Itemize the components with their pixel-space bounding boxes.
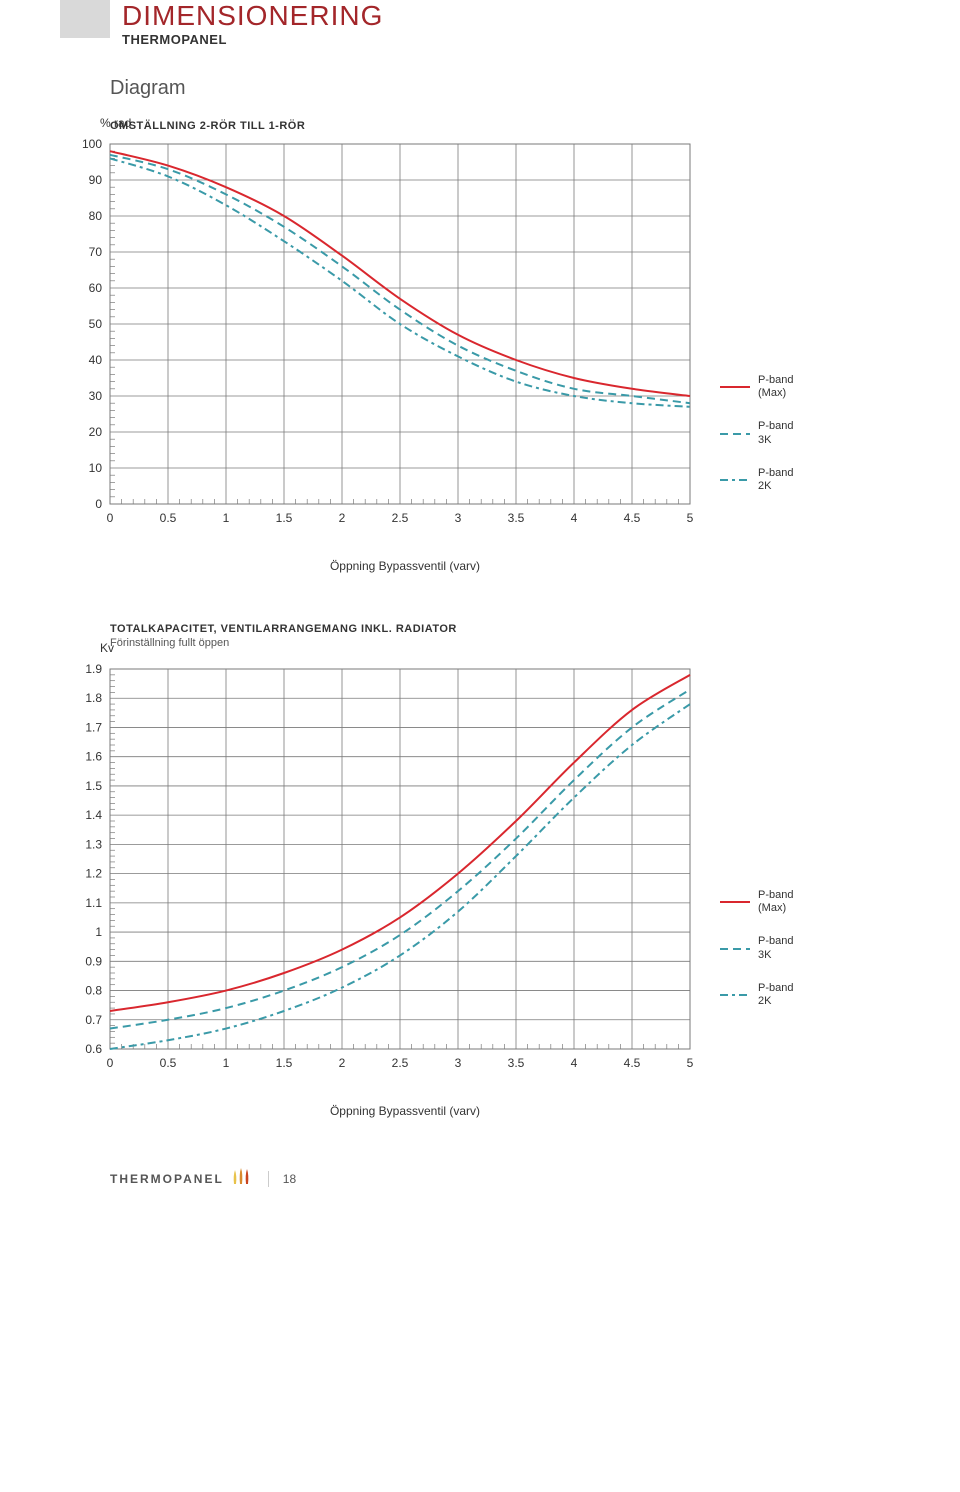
chart1-y-unit: % rad xyxy=(100,116,131,130)
svg-text:4: 4 xyxy=(571,511,578,525)
legend-label: P-band(Max) xyxy=(758,374,793,400)
chart1-heading: OMSTÄLLNING 2-RÖR TILL 1-RÖR xyxy=(110,120,900,132)
svg-text:80: 80 xyxy=(89,209,103,223)
chart2-svg: 0.6 0.7 0.8 0.9 1 1.1 1.2 1.3 1.4 1.5 1.6 1.7 1.8 1.9… xyxy=(60,659,700,1079)
legend-label: P-band2K xyxy=(758,467,793,493)
legend-label: P-band3K xyxy=(758,420,793,446)
footer-divider xyxy=(268,1171,269,1187)
legend-item: P-band2K xyxy=(720,467,793,493)
svg-text:3.5: 3.5 xyxy=(508,511,525,525)
chart2-subheading: Förinställning fullt öppen xyxy=(110,637,900,649)
footer-page-number: 18 xyxy=(283,1172,296,1186)
svg-text:1.3: 1.3 xyxy=(85,837,102,851)
svg-text:1.1: 1.1 xyxy=(85,896,102,910)
svg-text:1: 1 xyxy=(95,925,102,939)
svg-text:1.7: 1.7 xyxy=(85,720,102,734)
svg-text:0.8: 0.8 xyxy=(85,984,102,998)
section-title: Diagram xyxy=(110,77,900,100)
svg-text:1.5: 1.5 xyxy=(85,779,102,793)
svg-text:0.5: 0.5 xyxy=(160,1056,177,1070)
svg-text:1.9: 1.9 xyxy=(85,662,102,676)
legend-item: P-band(Max) xyxy=(720,374,793,400)
svg-text:4.5: 4.5 xyxy=(624,511,641,525)
page-subtitle: THERMOPANEL xyxy=(122,32,383,47)
svg-text:3: 3 xyxy=(455,1056,462,1070)
svg-text:70: 70 xyxy=(89,245,103,259)
chart2-y-unit: Kv xyxy=(100,641,114,655)
svg-text:10: 10 xyxy=(89,461,103,475)
svg-text:50: 50 xyxy=(89,317,103,331)
flame-icon xyxy=(232,1168,254,1189)
footer-brand: THERMOPANEL xyxy=(110,1172,224,1186)
svg-text:1.5: 1.5 xyxy=(276,1056,293,1070)
svg-text:0.7: 0.7 xyxy=(85,1013,102,1027)
chart1-block: % rad 010203040506070809010000.511.522.5… xyxy=(60,134,900,573)
svg-text:1.4: 1.4 xyxy=(85,808,102,822)
chart2-heading: TOTALKAPACITET, VENTILARRANGEMANG INKL. … xyxy=(110,623,900,635)
legend-item: P-band3K xyxy=(720,935,793,961)
svg-text:0: 0 xyxy=(107,511,114,525)
footer: THERMOPANEL 18 xyxy=(110,1168,900,1189)
svg-text:1.6: 1.6 xyxy=(85,750,102,764)
svg-text:1.8: 1.8 xyxy=(85,691,102,705)
svg-text:30: 30 xyxy=(89,389,103,403)
svg-text:2.5: 2.5 xyxy=(392,511,409,525)
svg-text:1: 1 xyxy=(223,1056,230,1070)
svg-text:4: 4 xyxy=(571,1056,578,1070)
chart1-legend: P-band(Max) P-band3K P-band2K xyxy=(720,134,793,513)
svg-text:90: 90 xyxy=(89,173,103,187)
svg-text:0: 0 xyxy=(95,497,102,511)
legend-item: P-band3K xyxy=(720,420,793,446)
svg-text:0.5: 0.5 xyxy=(160,511,177,525)
legend-item: P-band2K xyxy=(720,982,793,1008)
chart2-legend: P-band(Max) P-band3K P-band2K xyxy=(720,659,793,1028)
svg-text:2: 2 xyxy=(339,1056,346,1070)
svg-text:1.5: 1.5 xyxy=(276,511,293,525)
chart2-x-label: Öppning Bypassventil (varv) xyxy=(110,1104,700,1118)
legend-label: P-band2K xyxy=(758,982,793,1008)
svg-text:4.5: 4.5 xyxy=(624,1056,641,1070)
svg-text:0.6: 0.6 xyxy=(85,1042,102,1056)
legend-label: P-band3K xyxy=(758,935,793,961)
legend-item: P-band(Max) xyxy=(720,889,793,915)
svg-text:2.5: 2.5 xyxy=(392,1056,409,1070)
svg-text:20: 20 xyxy=(89,425,103,439)
chart1-svg: 0 10 20 30 40 50 60 70 80 90 100 0 0.5 1 1.5 2 2.5 3 3.5 4 4… xyxy=(60,134,700,534)
page-title: DIMENSIONERING xyxy=(122,0,383,32)
svg-text:5: 5 xyxy=(687,1056,694,1070)
svg-text:40: 40 xyxy=(89,353,103,367)
svg-text:0.9: 0.9 xyxy=(85,954,102,968)
svg-text:3: 3 xyxy=(455,511,462,525)
header: DIMENSIONERING THERMOPANEL xyxy=(60,0,900,47)
chart1-x-label: Öppning Bypassventil (varv) xyxy=(110,559,700,573)
header-gray-tab xyxy=(60,0,110,38)
svg-text:100: 100 xyxy=(82,137,102,151)
chart2-block: Kv 0.60.70.80.911.11.21.31.41.51.61.71.8… xyxy=(60,659,900,1118)
svg-text:3.5: 3.5 xyxy=(508,1056,525,1070)
svg-text:5: 5 xyxy=(687,511,694,525)
svg-text:0: 0 xyxy=(107,1056,114,1070)
svg-text:60: 60 xyxy=(89,281,103,295)
svg-text:1: 1 xyxy=(223,511,230,525)
legend-label: P-band(Max) xyxy=(758,889,793,915)
svg-text:2: 2 xyxy=(339,511,346,525)
svg-text:1.2: 1.2 xyxy=(85,867,102,881)
